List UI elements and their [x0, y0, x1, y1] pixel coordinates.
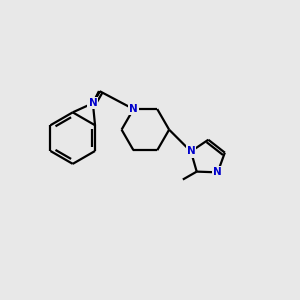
Text: N: N: [88, 98, 97, 108]
Text: N: N: [88, 98, 97, 108]
Text: N: N: [129, 104, 138, 114]
Text: N: N: [187, 146, 195, 157]
Text: N: N: [213, 167, 222, 177]
